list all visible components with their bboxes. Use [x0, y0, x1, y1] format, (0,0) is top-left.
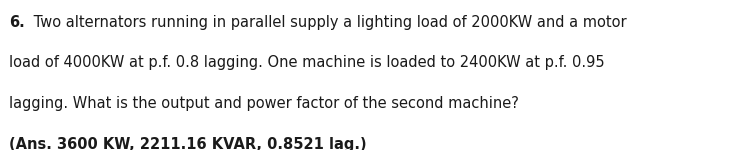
Text: Two alternators running in parallel supply a lighting load of 2000KW and a motor: Two alternators running in parallel supp… — [29, 15, 627, 30]
Text: load of 4000KW at p.f. 0.8 lagging. One machine is loaded to 2400KW at p.f. 0.95: load of 4000KW at p.f. 0.8 lagging. One … — [9, 56, 604, 70]
Text: (Ans. 3600 KW, 2211.16 KVAR, 0.8521 lag.): (Ans. 3600 KW, 2211.16 KVAR, 0.8521 lag.… — [9, 136, 367, 150]
Text: 6.: 6. — [9, 15, 25, 30]
Text: lagging. What is the output and power factor of the second machine?: lagging. What is the output and power fa… — [9, 96, 519, 111]
